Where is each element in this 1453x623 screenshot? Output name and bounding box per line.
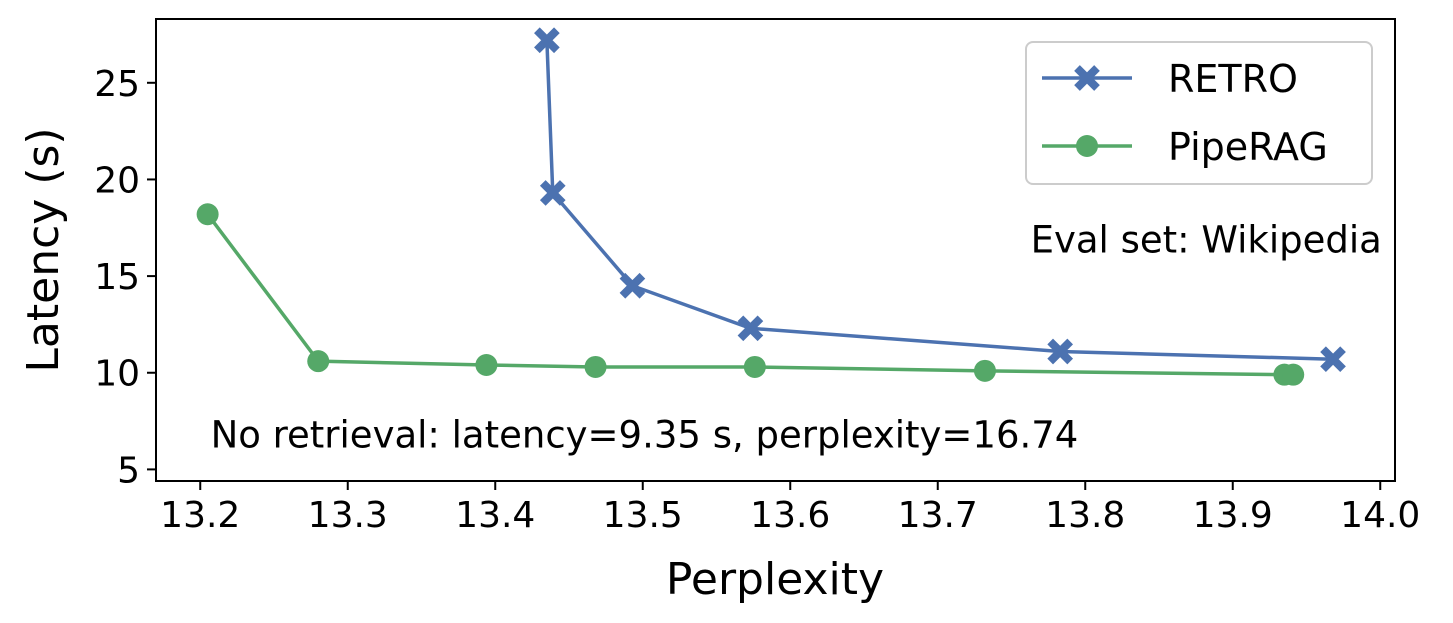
plot-area-frame [155, 18, 1396, 482]
data-point-piperag [196, 203, 219, 226]
x-tick-label: 13.9 [1193, 495, 1273, 536]
x-tick-label: 13.4 [455, 495, 535, 536]
legend-label-piperag: PipeRAG [1168, 125, 1328, 169]
series-retro [534, 27, 1346, 373]
data-point-piperag [1282, 363, 1305, 386]
y-axis: 5 10 15 20 25 [94, 64, 156, 491]
legend-label-retro: RETRO [1168, 57, 1298, 101]
annotation-no-retrieval: No retrieval: latency=9.35 s, perplexity… [211, 414, 1079, 457]
x-axis-label: Perplexity [666, 554, 884, 605]
y-axis-label: Latency (s) [18, 127, 69, 372]
x-tick-label: 13.6 [750, 495, 830, 536]
x-tick-label: 13.5 [603, 495, 683, 536]
data-point-piperag [973, 359, 996, 382]
x-tick-label: 13.3 [308, 495, 388, 536]
y-tick-label: 10 [94, 354, 140, 395]
x-axis: 13.2 13.3 13.4 13.5 13.6 13.7 13.8 13.9 14.0 [160, 481, 1420, 536]
data-point-piperag [584, 355, 607, 378]
legend-marker-piperag [1076, 135, 1098, 157]
data-point-retro [1047, 338, 1074, 365]
y-tick-label: 20 [94, 160, 140, 201]
data-point-retro [1320, 346, 1346, 373]
data-point-piperag [743, 355, 766, 378]
series-line-retro [545, 40, 1334, 361]
annotation-eval-set: Eval set: Wikipedia [1031, 218, 1382, 261]
y-tick-label: 5 [117, 450, 140, 491]
data-point-retro [534, 27, 560, 54]
data-point-piperag [307, 350, 330, 373]
x-tick-label: 13.7 [898, 495, 978, 536]
legend-item-retro: RETRO [1042, 57, 1298, 101]
y-tick-label: 15 [94, 257, 140, 298]
x-tick-label: 14.0 [1340, 495, 1420, 536]
x-tick-label: 13.8 [1045, 495, 1125, 536]
series-line-piperag [206, 213, 1294, 377]
data-point-retro [539, 180, 566, 206]
series-piperag [196, 203, 1305, 386]
series-layer [196, 27, 1346, 386]
data-point-retro [737, 315, 764, 342]
y-tick-label: 25 [94, 64, 140, 105]
data-point-piperag [475, 354, 498, 377]
legend-marker-retro [1074, 65, 1100, 91]
data-point-retro [619, 272, 646, 299]
legend-item-piperag: PipeRAG [1042, 125, 1328, 169]
legend: RETRO PipeRAG [1025, 41, 1373, 185]
x-tick-label: 13.2 [160, 495, 240, 536]
